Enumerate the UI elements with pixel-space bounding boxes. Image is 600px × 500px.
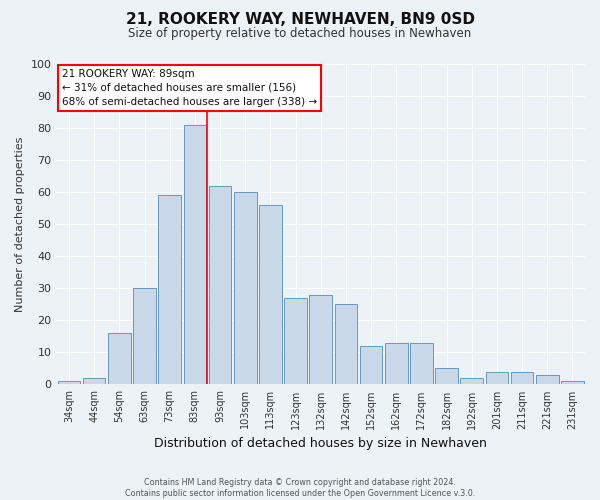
Bar: [536, 375, 559, 384]
Bar: [485, 372, 508, 384]
Bar: [511, 372, 533, 384]
Bar: [410, 343, 433, 384]
Bar: [561, 381, 584, 384]
Bar: [209, 186, 232, 384]
Bar: [385, 343, 407, 384]
Text: 21 ROOKERY WAY: 89sqm
← 31% of detached houses are smaller (156)
68% of semi-det: 21 ROOKERY WAY: 89sqm ← 31% of detached …: [62, 69, 317, 107]
Bar: [460, 378, 483, 384]
Bar: [234, 192, 257, 384]
Bar: [335, 304, 357, 384]
X-axis label: Distribution of detached houses by size in Newhaven: Distribution of detached houses by size …: [154, 437, 487, 450]
Bar: [108, 333, 131, 384]
Text: Contains HM Land Registry data © Crown copyright and database right 2024.
Contai: Contains HM Land Registry data © Crown c…: [125, 478, 475, 498]
Bar: [284, 298, 307, 384]
Bar: [435, 368, 458, 384]
Bar: [158, 196, 181, 384]
Bar: [184, 125, 206, 384]
Y-axis label: Number of detached properties: Number of detached properties: [15, 136, 25, 312]
Bar: [259, 205, 281, 384]
Bar: [83, 378, 106, 384]
Text: 21, ROOKERY WAY, NEWHAVEN, BN9 0SD: 21, ROOKERY WAY, NEWHAVEN, BN9 0SD: [125, 12, 475, 28]
Bar: [360, 346, 382, 385]
Text: Size of property relative to detached houses in Newhaven: Size of property relative to detached ho…: [128, 28, 472, 40]
Bar: [133, 288, 156, 384]
Bar: [310, 294, 332, 384]
Bar: [58, 381, 80, 384]
